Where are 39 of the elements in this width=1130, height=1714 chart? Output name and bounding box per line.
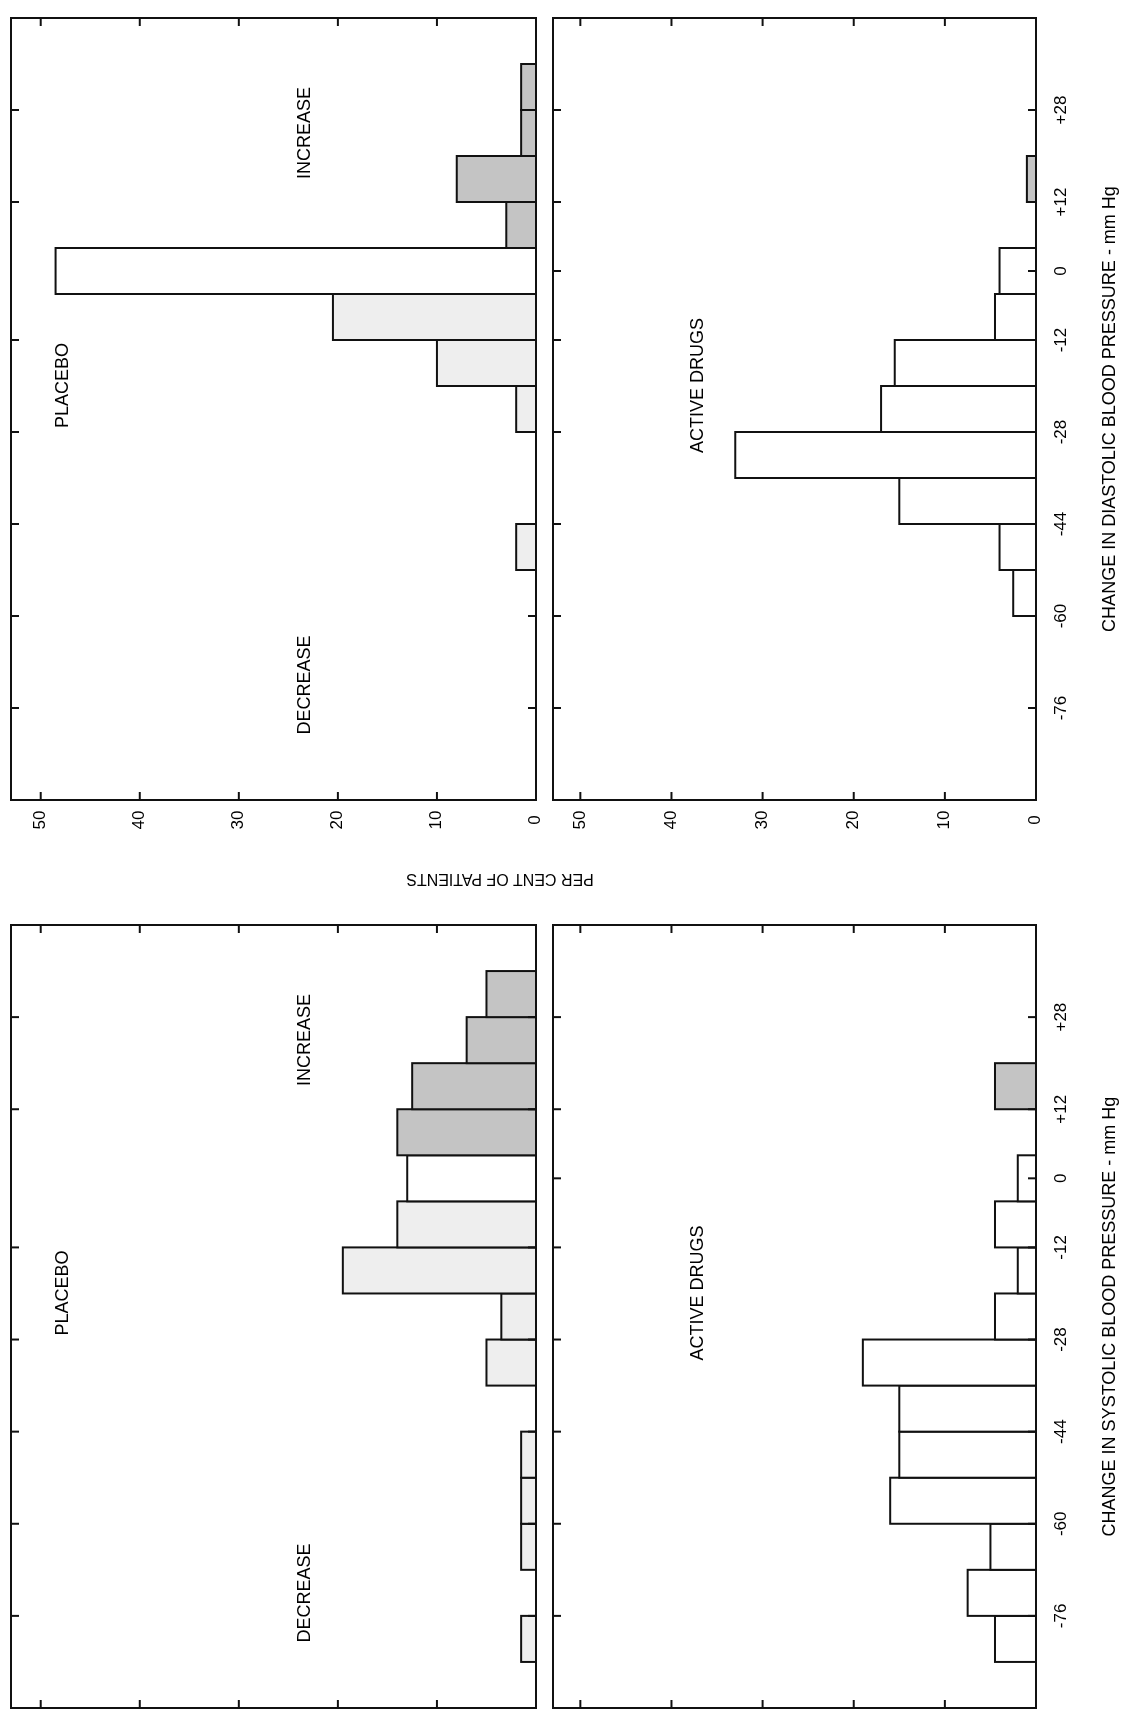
y-tick-label: -44 <box>1051 511 1071 537</box>
y-tick-label: +12 <box>1051 1094 1071 1124</box>
x-tick-label: 30 <box>228 810 248 830</box>
y-tick-label: -76 <box>1051 695 1071 721</box>
y-tick-label: -12 <box>1051 327 1071 353</box>
annotation: PLACEBO <box>52 1250 73 1336</box>
x-tick-label: 40 <box>660 810 680 830</box>
x-tick-label: 20 <box>327 810 347 830</box>
y-tick-label: -28 <box>1051 1327 1071 1352</box>
x-tick-label: 40 <box>129 810 149 830</box>
x-tick-label: 10 <box>934 810 954 830</box>
y-tick-label: -44 <box>1051 1419 1071 1444</box>
y-tick-label: +28 <box>1051 95 1071 125</box>
x-tick-label: 20 <box>843 810 863 830</box>
x-axis-title: PER CENT OF PATIENTS <box>406 870 594 888</box>
y-tick-label: 0 <box>1051 266 1071 276</box>
y-tick-label: -28 <box>1051 419 1071 445</box>
x-tick-label: 50 <box>30 810 50 830</box>
y-axis-title: CHANGE IN SYSTOLIC BLOOD PRESSURE - mm Hg <box>1098 1096 1119 1537</box>
annotation: INCREASE <box>293 994 314 1087</box>
annotation: INCREASE <box>293 86 314 179</box>
x-tick-label: 0 <box>1025 815 1045 825</box>
annotation: ACTIVE DRUGS <box>686 318 707 454</box>
x-tick-label: 0 <box>525 815 545 825</box>
annotation: DECREASE <box>293 1543 314 1643</box>
annotation: DECREASE <box>293 635 314 735</box>
y-tick-label: -76 <box>1051 1603 1071 1629</box>
y-tick-label: 0 <box>1051 1173 1071 1184</box>
annotation: ACTIVE DRUGS <box>686 1225 707 1361</box>
y-tick-label: -12 <box>1051 1235 1071 1260</box>
y-tick-label: +28 <box>1051 1002 1071 1032</box>
annotation: PLACEBO <box>52 343 73 429</box>
x-tick-label: 30 <box>752 810 772 830</box>
y-tick-label: -60 <box>1051 603 1071 629</box>
y-tick-label: -60 <box>1051 1511 1071 1537</box>
y-tick-label: +12 <box>1051 187 1071 217</box>
y-axis-title: CHANGE IN DIASTOLIC BLOOD PRESSURE - mm Hg <box>1098 186 1119 632</box>
x-tick-label: 10 <box>426 810 446 830</box>
x-tick-label: 50 <box>569 810 589 830</box>
